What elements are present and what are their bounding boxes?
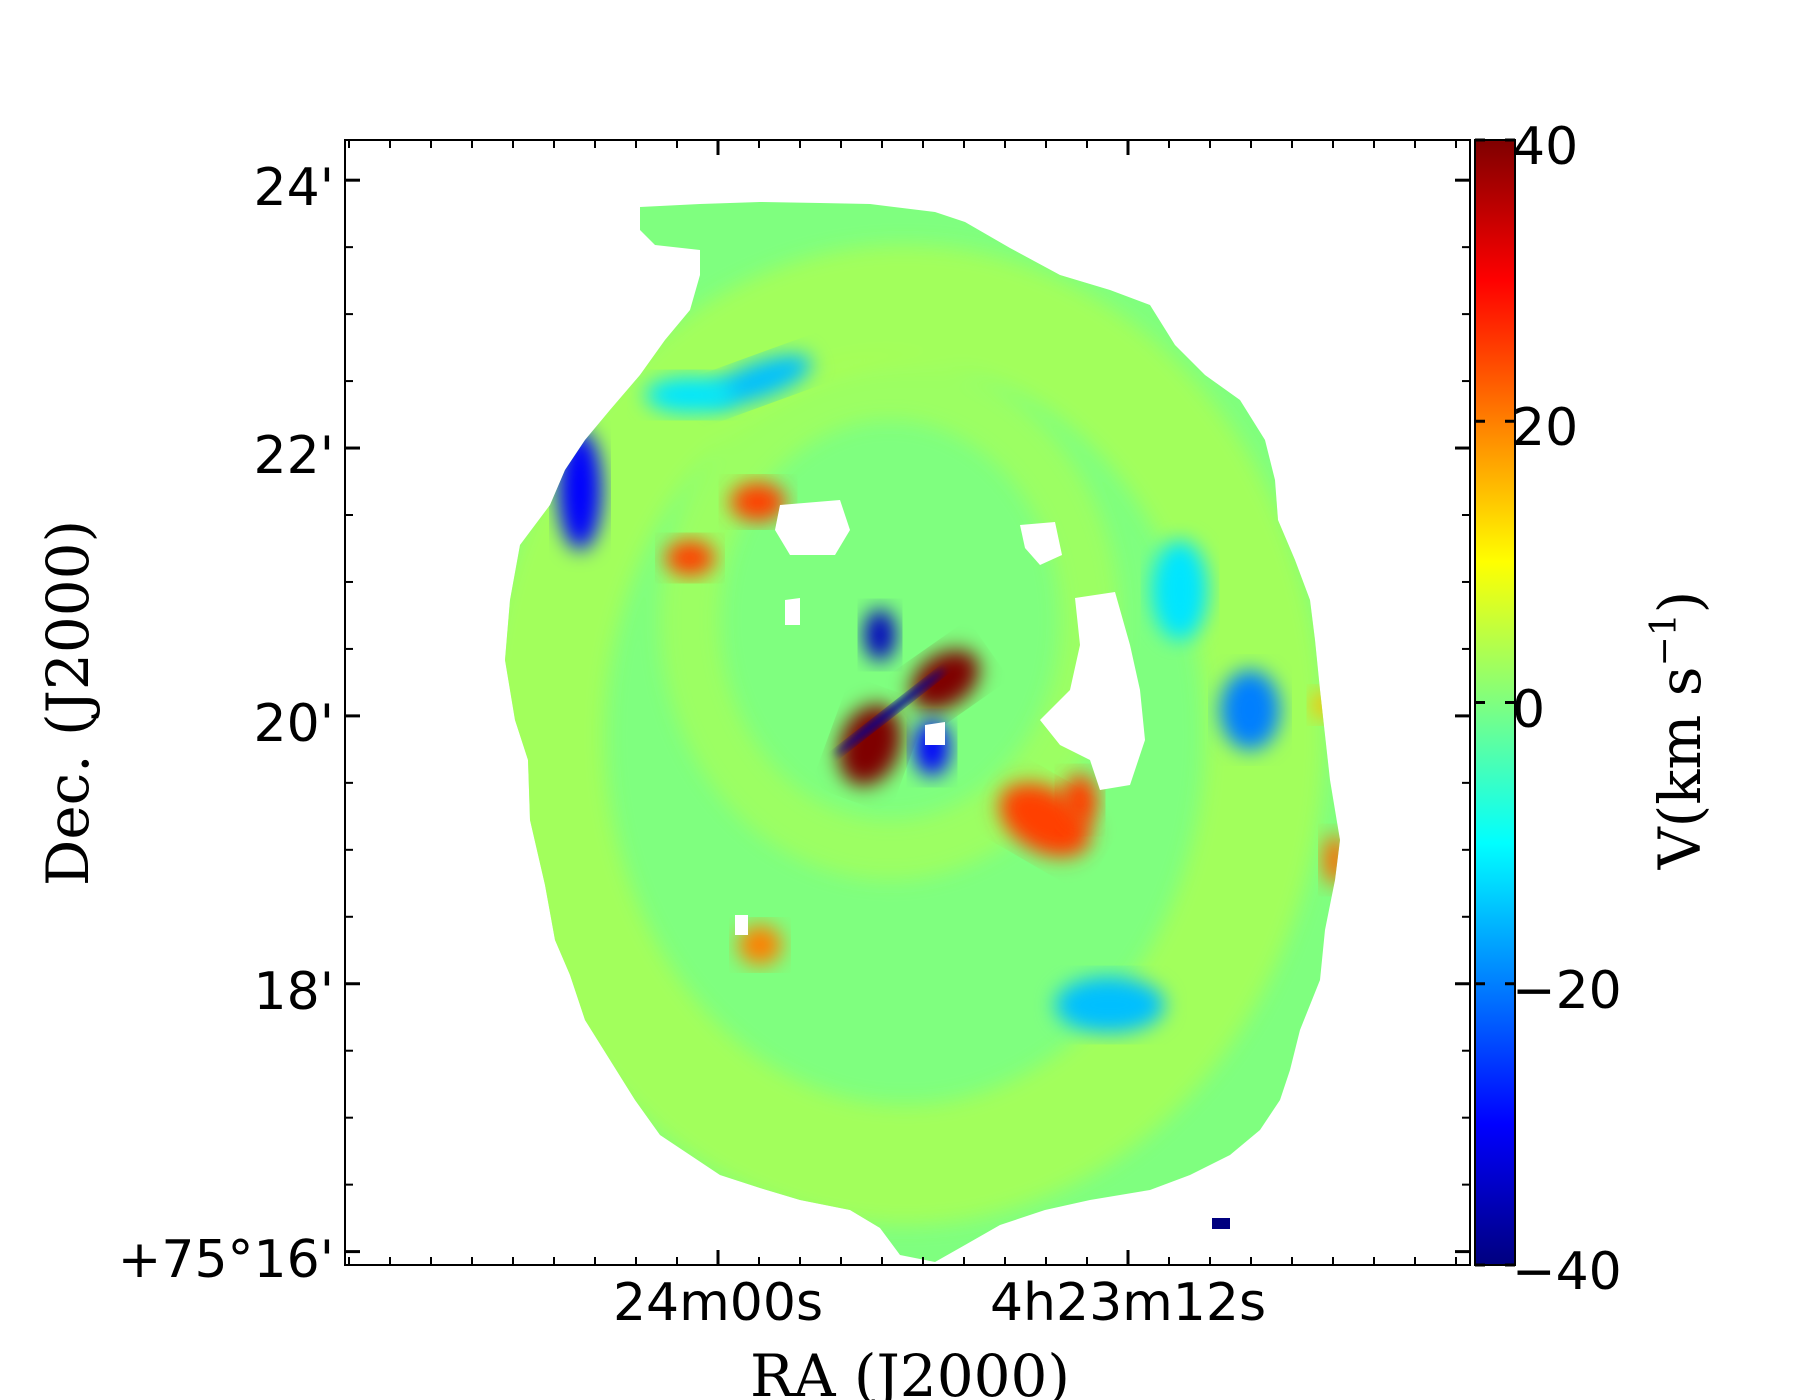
- y-tick-label-1: +75°16': [118, 1230, 334, 1290]
- velocity-feature: [910, 649, 980, 711]
- y-tick-label-2: 18': [254, 962, 334, 1022]
- x-tick-label-1: 24m00s: [613, 1273, 823, 1333]
- velocity-feature: [864, 609, 896, 661]
- y-tick-label-4: 22': [254, 426, 334, 486]
- colorbar-tick-label-1: 40: [1512, 117, 1578, 177]
- colorbar-tick-label-4: −20: [1512, 961, 1622, 1021]
- velocity-feature: [1152, 540, 1208, 640]
- colorbar: 40 20 0 −20 −40 V(km s−1): [1474, 117, 1714, 1302]
- y-tick-label-5: 24': [254, 158, 334, 218]
- no-data-hole: [785, 598, 800, 625]
- x-tick-label-2: 4h23m12s: [990, 1273, 1266, 1333]
- colorbar-title: V(km s−1): [1644, 591, 1714, 871]
- no-data-hole: [1040, 592, 1145, 790]
- velocity-feature: [665, 540, 715, 576]
- velocity-feature: [738, 925, 782, 965]
- field-features: [505, 245, 1340, 1225]
- plot-area: [345, 140, 1470, 1265]
- field-holes: [735, 500, 1145, 935]
- colorbar-title-main: V(km s: [1646, 666, 1714, 870]
- no-data-hole: [735, 915, 748, 935]
- colorbar-title-close: ): [1646, 591, 1714, 614]
- plot-frame: [344, 139, 1471, 1266]
- no-data-hole: [775, 500, 850, 555]
- velocity-feature: [730, 482, 786, 522]
- colorbar-title-exponent: −1: [1644, 613, 1685, 666]
- velocity-feature: [1062, 774, 1098, 826]
- y-tick-label-3: 20': [254, 694, 334, 754]
- galaxy-velocity-field: [505, 202, 1340, 1262]
- velocity-feature: [1323, 834, 1340, 886]
- colorbar-tick-label-5: −40: [1512, 1242, 1622, 1302]
- no-data-hole: [1020, 522, 1062, 565]
- velocity-feature: [838, 704, 902, 786]
- isolated-pixel: [1212, 1218, 1230, 1229]
- velocity-feature: [645, 377, 735, 413]
- colorbar-tick-label-3: 0: [1512, 680, 1545, 740]
- velocity-feature: [834, 668, 946, 756]
- velocity-feature: [1220, 670, 1280, 750]
- colorbar-ticks: [1475, 138, 1515, 1267]
- axis-ticks: [345, 140, 1470, 1265]
- no-data-hole: [925, 722, 945, 745]
- y-axis-title: Dec. (J2000): [34, 520, 102, 886]
- colorbar-tick-label-2: 20: [1512, 398, 1578, 458]
- velocity-feature: [1055, 977, 1165, 1033]
- x-axis-title: RA (J2000): [750, 1342, 1070, 1400]
